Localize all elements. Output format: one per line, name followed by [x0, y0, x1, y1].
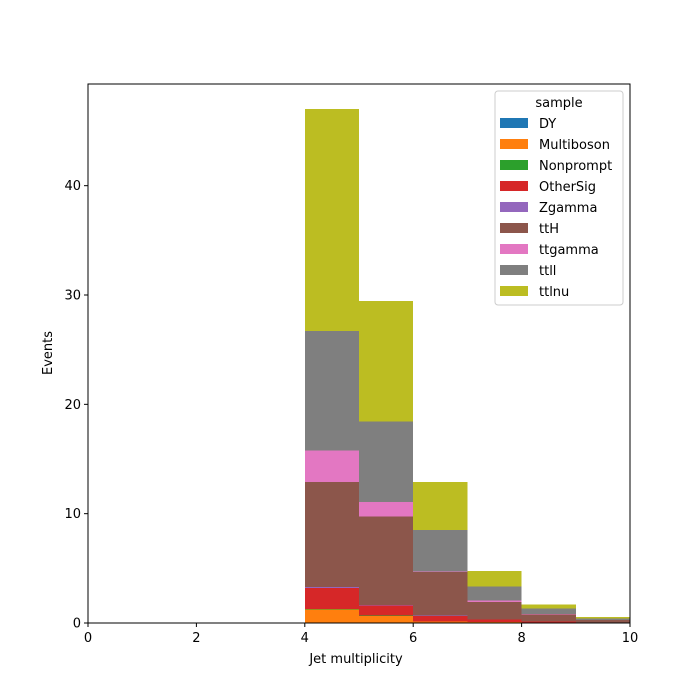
legend-label-ttlnu: ttlnu	[539, 285, 569, 300]
legend: sample DY Multiboson Nonprompt OtherSig Zgam…	[494, 90, 624, 306]
bar-multiboson-bin-2	[413, 621, 468, 623]
legend-swatch-multiboson	[500, 139, 528, 149]
bar-ttgamma-bin-3	[467, 600, 522, 602]
bar-othersig-bin-0	[304, 588, 359, 609]
bar-tth-bin-5	[575, 620, 630, 623]
legend-label-nonprompt: Nonprompt	[539, 159, 612, 174]
bar-zgamma-bin-0	[304, 586, 359, 589]
bar-ttgamma-bin-4	[521, 613, 576, 615]
legend-title: sample	[535, 96, 582, 111]
x-tick-label: 8	[517, 631, 525, 646]
bar-ttlnu-bin-5	[575, 617, 630, 619]
x-tick-label: 10	[622, 631, 639, 646]
bar-ttgamma-bin-0	[304, 450, 359, 482]
x-tick-label: 2	[192, 631, 200, 646]
bar-multiboson-bin-0	[304, 609, 359, 623]
bar-ttll-bin-5	[575, 618, 630, 620]
bar-tth-bin-3	[467, 601, 522, 620]
bar-othersig-bin-1	[359, 605, 414, 616]
y-tick-label: 30	[64, 289, 81, 304]
x-tick-label: 0	[84, 631, 92, 646]
bar-nonprompt-bin-0	[304, 608, 359, 610]
y-axis: 0 10 20 30 40	[64, 179, 88, 632]
legend-swatch-tth	[500, 223, 528, 233]
legend-label-multiboson: Multiboson	[539, 138, 610, 153]
bar-othersig-bin-2	[413, 615, 468, 622]
bar-ttlnu-bin-0	[304, 109, 359, 332]
x-tick-label: 6	[409, 631, 417, 646]
bar-tth-bin-2	[413, 571, 468, 616]
bar-tth-bin-1	[359, 516, 414, 605]
legend-swatch-ttgamma	[500, 244, 528, 254]
bar-tth-bin-0	[304, 481, 359, 587]
legend-swatch-nonprompt	[500, 160, 528, 170]
x-axis: 0 2 4 6 8 10	[84, 623, 638, 646]
legend-label-tth: ttH	[539, 222, 559, 237]
legend-swatch-zgamma	[500, 202, 528, 212]
legend-swatch-othersig	[500, 181, 528, 191]
bars-group	[304, 109, 630, 623]
bar-othersig-bin-3	[467, 619, 522, 623]
bar-ttlnu-bin-3	[467, 571, 522, 587]
bar-ttll-bin-4	[521, 608, 576, 614]
legend-swatch-ttlnu	[500, 286, 528, 296]
bar-tth-bin-4	[521, 614, 576, 622]
y-tick-label: 40	[64, 179, 81, 194]
plot-frame	[87, 83, 631, 624]
bar-ttll-bin-0	[304, 331, 359, 451]
bar-ttlnu-bin-4	[521, 604, 576, 609]
bar-ttll-bin-3	[467, 586, 522, 601]
bar-nonprompt-bin-1	[359, 615, 414, 616]
bar-ttlnu-bin-1	[359, 301, 414, 422]
y-axis-title: Events	[41, 331, 56, 375]
bar-ttll-bin-2	[413, 530, 468, 572]
bar-ttlnu-bin-2	[413, 481, 468, 531]
legend-swatch-ttll	[500, 265, 528, 275]
legend-label-othersig: OtherSig	[539, 180, 596, 195]
legend-label-zgamma: Zgamma	[539, 201, 597, 216]
legend-swatch-dy	[500, 118, 528, 128]
y-tick-label: 20	[64, 398, 81, 413]
x-axis-title: Jet multiplicity	[308, 652, 403, 667]
legend-label-dy: DY	[539, 117, 556, 132]
legend-label-ttll: ttll	[539, 264, 556, 279]
bar-multiboson-bin-1	[359, 615, 414, 623]
bar-ttgamma-bin-1	[359, 502, 414, 517]
y-tick-label: 10	[64, 507, 81, 522]
bar-ttll-bin-1	[359, 421, 414, 503]
x-tick-label: 4	[301, 631, 309, 646]
y-tick-label: 0	[73, 617, 81, 632]
bar-othersig-bin-4	[521, 621, 576, 623]
bar-zgamma-bin-1	[359, 604, 414, 606]
legend-label-ttgamma: ttgamma	[539, 243, 599, 258]
